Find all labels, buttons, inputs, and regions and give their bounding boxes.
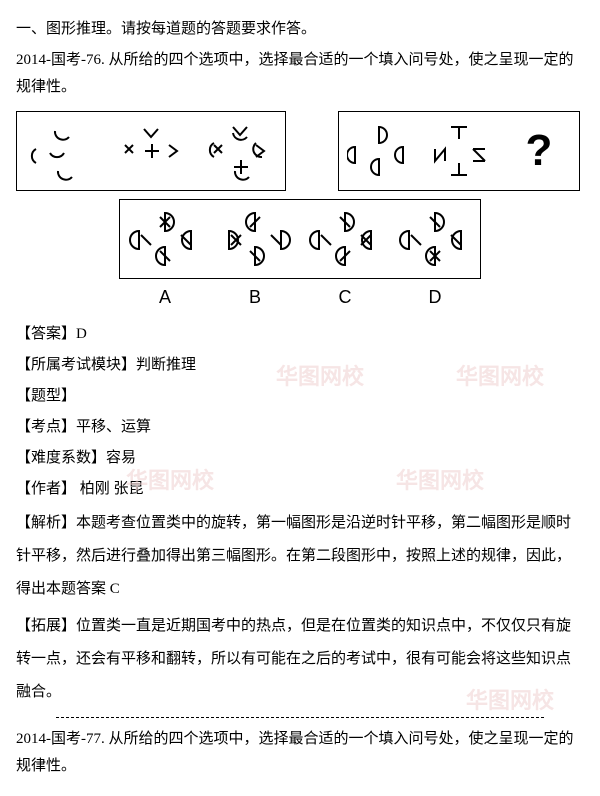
ext-label: 【拓展】 [16,618,76,634]
cell-1-2 [106,112,195,190]
option-labels: A B C D [120,281,480,313]
options-box [119,199,481,279]
diff-line: 【难度系数】容易 [16,445,584,472]
module-label: 【所属考试模块】 [16,357,136,373]
diff-label: 【难度系数】 [16,450,106,466]
module-line: 【所属考试模块】判断推理 [16,352,584,379]
cell-2-2 [419,112,499,190]
pattern-box-2: ? [338,111,580,191]
answer-label: 【答案】 [16,326,76,342]
analysis-line: 【解析】本题考查位置类中的旋转，第一幅图形是沿逆时针平移，第二幅图形是顺时针平移… [16,507,584,606]
answer-value: D [76,326,87,342]
option-C-figure [300,200,390,278]
option-D-figure [390,200,480,278]
option-A-figure [120,200,210,278]
figure-row-1: ? [16,111,584,191]
analysis-label: 【解析】 [16,515,76,531]
label-C: C [300,281,390,313]
module-value: 判断推理 [136,357,196,373]
answer-line: 【答案】D [16,321,584,348]
ext-text: 位置类一直是近期国考中的热点，但是在位置类的知识点中，不仅仅只有旋转一点，还会有… [16,618,571,700]
type-label: 【题型】 [16,388,76,404]
cell-2-3: ? [499,112,579,190]
ext-line: 【拓展】位置类一直是近期国考中的热点，但是在位置类的知识点中，不仅仅只有旋转一点… [16,610,584,709]
author-label: 【作者】 [16,481,76,497]
point-value: 平移、运算 [76,419,151,435]
divider [56,717,544,718]
label-D: D [390,281,480,313]
point-line: 【考点】平移、运算 [16,414,584,441]
cell-1-1 [17,112,106,190]
author-value: 柏刚 张昆 [76,481,144,497]
section-title: 一、图形推理。请按每道题的答题要求作答。 [16,16,584,43]
pattern-box-1 [16,111,286,191]
question-mark-icon: ? [526,111,553,190]
analysis-text: 本题考查位置类中的旋转，第一幅图形是沿逆时针平移，第二幅图形是顺时针平移，然后进… [16,515,571,597]
label-B: B [210,281,300,313]
type-line: 【题型】 [16,383,584,410]
q77-title: 2014-国考-77. 从所给的四个选项中，选择最合适的一个填入问号处，使之呈现… [16,726,584,780]
label-A: A [120,281,210,313]
author-line: 【作者】 柏刚 张昆 [16,476,584,503]
point-label: 【考点】 [16,419,76,435]
cell-2-1 [339,112,419,190]
diff-value: 容易 [106,450,136,466]
cell-1-3 [196,112,285,190]
option-B-figure [210,200,300,278]
q76-title: 2014-国考-76. 从所给的四个选项中，选择最合适的一个填入问号处，使之呈现… [16,47,584,101]
